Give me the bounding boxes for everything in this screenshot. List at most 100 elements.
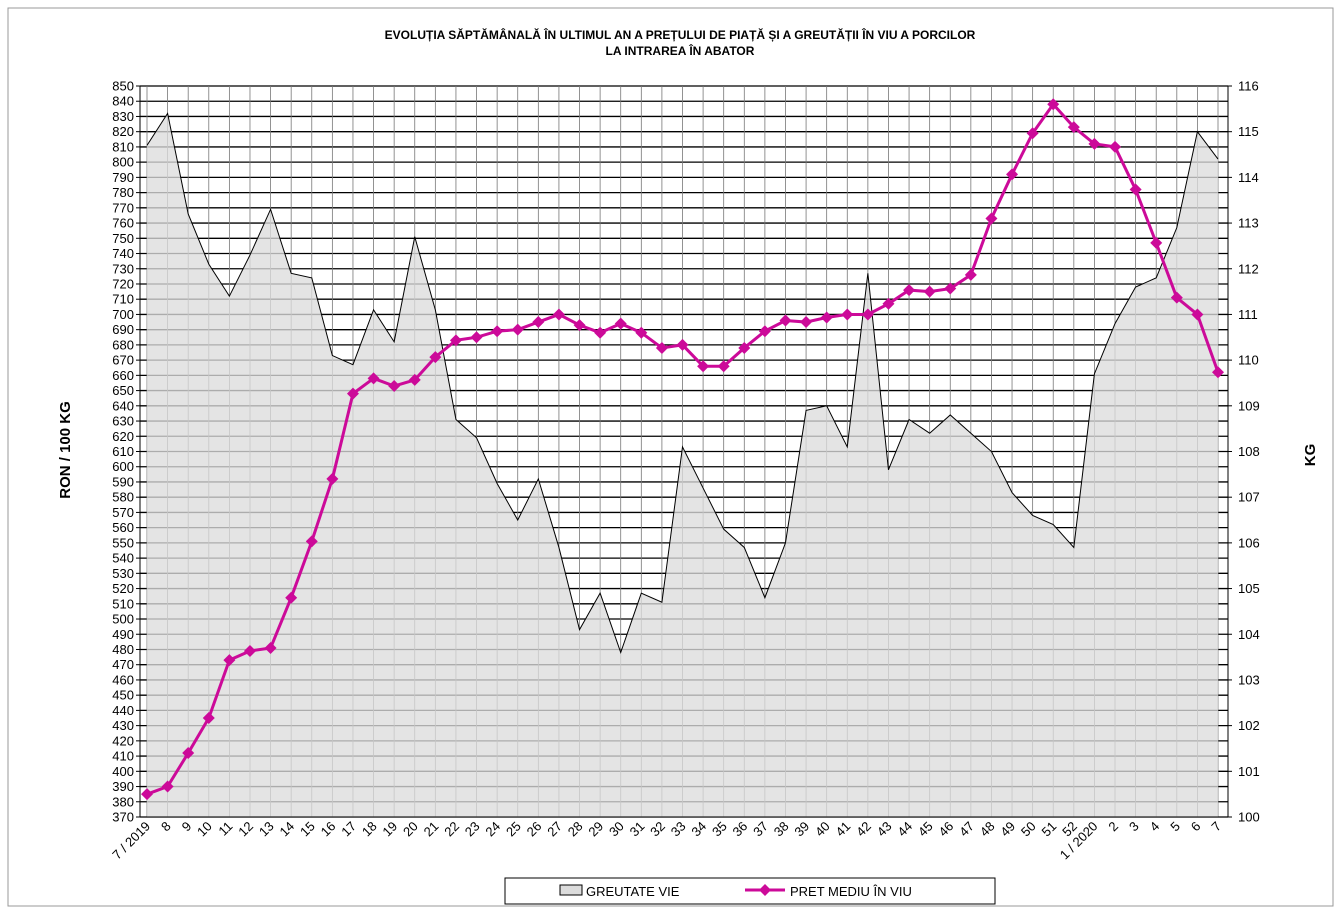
y2-tick-label: 105 [1238, 581, 1260, 596]
price-marker [491, 325, 504, 338]
y-tick-label: 520 [112, 581, 134, 596]
y2-tick-label: 114 [1238, 170, 1259, 185]
price-marker [1170, 291, 1183, 304]
y2-tick-label: 106 [1238, 535, 1260, 550]
y-tick-label: 680 [112, 337, 134, 352]
y-tick-label: 760 [112, 216, 134, 231]
y-tick-label: 400 [112, 764, 134, 779]
y-tick-label: 740 [112, 246, 134, 261]
price-marker [346, 387, 359, 400]
y-tick-label: 510 [112, 596, 134, 611]
y-tick-label: 780 [112, 185, 134, 200]
legend-label: GREUTATE VIE [586, 884, 680, 899]
y-tick-label: 690 [112, 322, 134, 337]
price-marker [1150, 236, 1163, 249]
y-tick-label: 530 [112, 566, 134, 581]
y-tick-label: 840 [112, 94, 134, 109]
price-marker [655, 341, 668, 354]
price-marker [285, 591, 298, 604]
y-tick-label: 540 [112, 551, 134, 566]
y-tick-label: 620 [112, 429, 134, 444]
y-tick-label: 830 [112, 109, 134, 124]
y-tick-label: 610 [112, 444, 134, 459]
y-tick-label: 700 [112, 307, 134, 322]
y-tick-label: 380 [112, 794, 134, 809]
y-tick-label: 470 [112, 657, 134, 672]
price-marker [141, 788, 153, 801]
price-marker [738, 341, 751, 354]
y-tick-label: 440 [112, 703, 134, 718]
y2-tick-label: 107 [1238, 490, 1260, 505]
y-tick-label: 570 [112, 505, 134, 520]
price-marker [1191, 308, 1204, 321]
y2-tick-label: 111 [1238, 307, 1258, 322]
y-tick-label: 820 [112, 124, 134, 139]
price-marker [202, 712, 215, 725]
price-marker [182, 747, 195, 760]
y-tick-label: 790 [112, 170, 134, 185]
price-marker [985, 212, 998, 225]
y-tick-label: 590 [112, 474, 134, 489]
y-tick-label: 480 [112, 642, 134, 657]
price-marker [820, 311, 833, 324]
price-marker [573, 319, 586, 332]
price-marker [511, 323, 524, 336]
y2-tick-label: 109 [1238, 398, 1260, 413]
price-marker [944, 282, 957, 295]
y2-tick-label: 101 [1238, 764, 1260, 779]
price-marker [841, 308, 854, 321]
price-marker [1212, 366, 1224, 379]
chart-subtitle: LA INTRAREA ÎN ABATOR [606, 43, 755, 58]
price-marker [552, 308, 565, 321]
y2-tick-label: 116 [1238, 79, 1259, 94]
y2-tick-label: 103 [1238, 672, 1260, 687]
price-marker [882, 297, 895, 310]
y2-tick-label: 110 [1238, 353, 1259, 368]
price-marker [326, 472, 339, 485]
y-tick-label: 600 [112, 459, 134, 474]
price-marker [635, 326, 648, 339]
chart-title: EVOLUȚIA SĂPTĂMÂNALĂ ÎN ULTIMUL AN A PRE… [385, 27, 976, 42]
y-tick-label: 650 [112, 383, 134, 398]
price-marker [800, 316, 813, 329]
price-marker [903, 284, 916, 297]
y-tick-label: 450 [112, 688, 134, 703]
price-marker [779, 314, 792, 327]
y2-tick-label: 108 [1238, 444, 1260, 459]
y2-tick-label: 100 [1238, 810, 1260, 825]
price-marker [1026, 127, 1039, 140]
y-tick-label: 630 [112, 414, 134, 429]
y-tick-label: 640 [112, 398, 134, 413]
price-marker [1088, 137, 1101, 150]
price-marker [697, 360, 710, 373]
legend-swatch [559, 884, 583, 896]
price-marker [1047, 98, 1060, 111]
y-tick-label: 410 [112, 749, 134, 764]
y-tick-label: 810 [112, 139, 134, 154]
y-tick-label: 370 [112, 810, 134, 825]
y-tick-label: 750 [112, 231, 134, 246]
price-marker [676, 338, 689, 351]
area-fill [147, 113, 1218, 818]
price-marker [408, 373, 421, 386]
y-tick-label: 770 [112, 200, 134, 215]
price-marker [470, 331, 483, 344]
price-marker [861, 308, 874, 321]
y-tick-label: 850 [112, 79, 134, 94]
y-tick-label: 430 [112, 718, 134, 733]
price-marker [243, 645, 256, 658]
y-tick-label: 500 [112, 612, 134, 627]
y-tick-label: 390 [112, 779, 134, 794]
y-tick-label: 490 [112, 627, 134, 642]
y-tick-label: 420 [112, 733, 134, 748]
y2-tick-label: 113 [1238, 216, 1259, 231]
price-marker [594, 326, 607, 339]
y-tick-label: 660 [112, 368, 134, 383]
price-marker [161, 780, 174, 793]
y-tick-label: 710 [112, 292, 134, 307]
price-marker [388, 380, 401, 393]
y-axis-label: RON / 100 KG [57, 401, 74, 499]
area-line [146, 112, 1219, 655]
y2-axis-label: KG [1302, 444, 1319, 467]
y-tick-label: 730 [112, 261, 134, 276]
